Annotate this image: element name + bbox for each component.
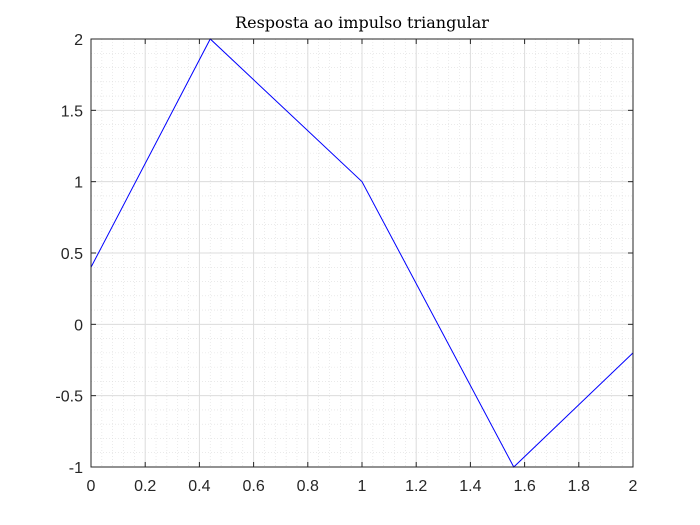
tick-marks bbox=[90, 38, 634, 468]
y-tick-label: -0.5 bbox=[55, 389, 83, 406]
chart-title: Resposta ao impulso triangular bbox=[235, 13, 489, 32]
series-layer bbox=[90, 38, 634, 468]
x-tick-label: 2 bbox=[629, 478, 638, 495]
x-tick-label: 0.8 bbox=[297, 478, 319, 495]
x-tick-label: 1.6 bbox=[513, 478, 535, 495]
y-tick-label: 1.5 bbox=[61, 103, 83, 120]
y-tick-labels: -1 -0.5 0 0.5 1 1.5 2 bbox=[55, 32, 83, 477]
x-tick-label: 1.4 bbox=[459, 478, 481, 495]
x-tick-label: 0 bbox=[87, 478, 96, 495]
series-line bbox=[90, 38, 634, 468]
y-tick-label: 0 bbox=[74, 317, 83, 334]
x-tick-label: 1.8 bbox=[568, 478, 590, 495]
x-tick-label: 0.6 bbox=[242, 478, 264, 495]
x-tick-label: 0.2 bbox=[134, 478, 156, 495]
plot-area: 0 0.2 0.4 0.6 0.8 1 1.2 1.4 1.6 1.8 2 -1 -0.5 0 0.5 1 1… bbox=[55, 32, 637, 495]
y-tick-label: 1 bbox=[74, 175, 83, 192]
y-tick-label: -1 bbox=[69, 460, 83, 477]
x-tick-label: 1.2 bbox=[405, 478, 427, 495]
y-tick-label: 0.5 bbox=[61, 246, 83, 263]
x-tick-label: 0.4 bbox=[188, 478, 210, 495]
y-tick-label: 2 bbox=[74, 32, 83, 49]
x-tick-labels: 0 0.2 0.4 0.6 0.8 1 1.2 1.4 1.6 1.8 2 bbox=[87, 478, 638, 495]
x-tick-label: 1 bbox=[358, 478, 367, 495]
